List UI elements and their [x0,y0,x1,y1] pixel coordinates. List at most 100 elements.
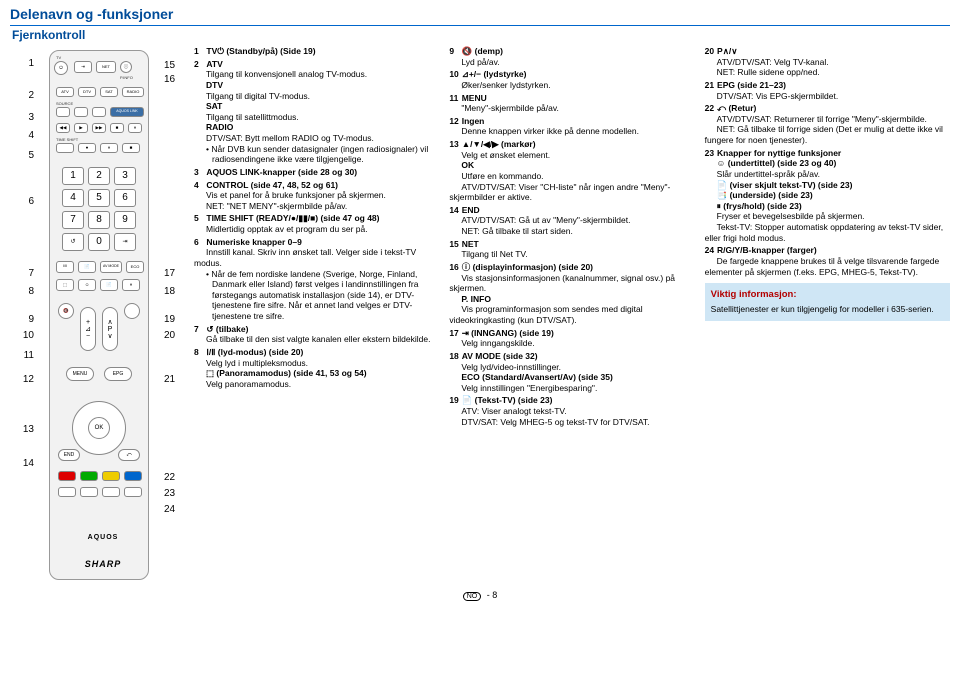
epg-btn: EPG [104,367,132,381]
i13-ok: OK [461,160,474,170]
footer-page: 8 [492,590,497,600]
key-5: 5 [88,189,110,207]
i23-b-h: 📄 (viser skjult tekst-TV) (side 23) [717,180,853,190]
i22-head: ⤺ (Retur) [717,103,756,113]
description-columns: 1 TV⏻ (Standby/på) (Side 19) 2 ATV Tilga… [194,46,950,584]
i1-head: TV⏻ (Standby/på) (Side 19) [206,46,315,56]
i23-d-h: ⏸ (frys/hold) (side 23) [717,201,802,211]
i11-b: "Meny"-skjermbilde på/av. [461,103,559,113]
i2-note: • Når DVB kun sender datasignaler (ingen… [206,144,439,165]
green-key [80,471,98,481]
key-2: 2 [88,167,110,185]
blue-key [124,471,142,481]
power-button: ⏻ [54,61,68,75]
i13-head: ▲/▼/◀/▶ (markør) [462,139,536,149]
pan-btn: ⬚ [56,279,74,291]
i18-b1: Velg lyd/video-innstillinger. [461,362,561,372]
i12-b: Denne knappen virker ikke på denne model… [461,126,639,136]
i14-head: END [462,205,480,215]
footer-region: NO [463,592,482,601]
c4: ■ [110,123,124,133]
i3-head: AQUOS LINK-knapper (side 28 og 30) [206,167,357,177]
b3 [102,487,120,497]
c2: ▶ [74,123,88,133]
remote-column: 1 2 3 4 5 6 7 8 9 10 11 12 13 14 15 16 1… [10,46,188,584]
s3 [92,107,106,117]
mute-btn: 🔇 [58,303,74,319]
i13-ok-b1: Utføre en kommando. [461,171,543,181]
i11-head: MENU [462,93,487,103]
i24-b: De fargede knappene brukes til å velge t… [705,256,940,277]
src-btn: ⇥ [74,61,92,73]
t3: ⏸ [100,143,118,153]
i6-b1: Innstill kanal. Skriv inn ønsket tall. V… [194,247,416,268]
info-heading: Viktig informasjon: [711,289,944,301]
i18-eco-b: Velg innstillingen "Energibesparing". [461,383,597,393]
i5-b: Midlertidig opptak av et program du ser … [206,224,368,234]
i17-b: Velg inngangskilde. [461,338,534,348]
b1 [58,487,76,497]
i20-head: P∧/∨ [717,46,737,56]
i2-dtv-b: Tilgang til digital TV-modus. [206,91,310,101]
i16-p: P. INFO [461,294,491,304]
dtv-btn: DTV [78,87,96,97]
source-label: SOURCE [56,101,73,106]
i8-sub-a: Velg lyd i multipleksmodus. [206,358,308,368]
i24-head: R/G/Y/B-knapper (farger) [717,245,817,255]
i2-dtv: DTV [206,80,223,90]
text-col-2: 9 🔇 (demp)Lyd på/av. 10 ⊿+/− (lydstyrke)… [449,46,694,584]
nav-ring: OK [72,401,126,455]
i2-sat: SAT [206,101,222,111]
i14-b2: NET: Gå tilbake til start siden. [461,226,573,236]
return-btn: ⤺ [118,449,140,461]
brand-sharp: SHARP [54,559,152,569]
lyd-btn: Ⅰ/Ⅱ [56,261,74,273]
i9-head: 🔇 (demp) [462,46,503,56]
i7-b: Gå tilbake til den sist valgte kanalen e… [206,334,430,344]
i2-radio-b: DTV/SAT: Bytt mellom RADIO og TV-modus. [206,133,374,143]
ch-rocker: ∧P∨ [102,307,118,351]
i22-b1: ATV/DTV/SAT: Returnerer til forrige "Men… [717,114,927,124]
i4-head: CONTROL (side 47, 48, 52 og 61) [206,180,338,190]
i7-head: ↺ (tilbake) [206,324,248,334]
i8-head: Ⅰ/Ⅱ (lyd-modus) (side 20) [206,347,303,357]
vol-rocker: +⊿− [80,307,96,351]
i15-b: Tilgang til Net TV. [461,249,527,259]
key-8: 8 [88,211,110,229]
info-body: Satellittjenester er kun tilgjengelig fo… [711,304,944,315]
b4 [124,487,142,497]
i5-head: TIME SHIFT (READY/●/▮▮/■) (side 47 og 48… [206,213,379,223]
i17-head: ⇥ (INNGANG) (side 19) [462,328,554,338]
c1: ◀◀ [56,123,70,133]
page-subtitle: Fjernkontroll [12,28,950,42]
i23-head: Knapper for nyttige funksjoner [717,148,841,158]
yellow-key [102,471,120,481]
i23-a-b: Slår undertittel-språk på/av. [717,169,820,179]
t4: ■ [122,143,140,153]
key-back: ↺ [62,233,84,251]
content-area: 1 2 3 4 5 6 7 8 9 10 11 12 13 14 15 16 1… [10,46,950,584]
red-key [58,471,76,481]
sat-btn: SAT [100,87,118,97]
i21-head: EPG (side 21–23) [717,80,786,90]
pinfo-label: P.INFO [120,75,133,80]
i23-a: ☺ (undertittel) (side 23 og 40) [717,158,837,168]
hid-btn: 📄 [100,279,118,291]
i2-head: ATV [206,59,222,69]
i14-b1: ATV/DTV/SAT: Gå ut av "Meny"-skjermbilde… [461,215,630,225]
i18-eco: ECO (Standard/Avansert/Av) (side 35) [461,372,612,382]
brand-aquos: AQUOS [54,534,152,541]
s1 [56,107,70,117]
info-btn: ⓘ [120,61,132,73]
key-input: ⇥ [114,233,136,251]
i6-head: Numeriske knapper 0–9 [206,237,301,247]
end-btn: END [58,449,80,461]
ok-btn: OK [88,417,110,439]
i23-d-b2: Tekst-TV: Stopper automatisk oppdatering… [705,222,943,243]
i16-b: Vis stasjonsinformasjonen (kanalnummer, … [449,273,675,294]
i23-d-b: Fryser et bevegelsesbilde på skjermen. [717,211,865,221]
page-title: Delenavn og -funksjoner [10,6,950,22]
timeshift-label: TIME SHIFT [56,137,78,142]
i4-b1: Vis et panel for å bruke funksjoner på s… [206,190,386,200]
text-col-3: 20 P∧/∨ ATV/DTV/SAT: Velg TV-kanal. NET:… [705,46,950,584]
